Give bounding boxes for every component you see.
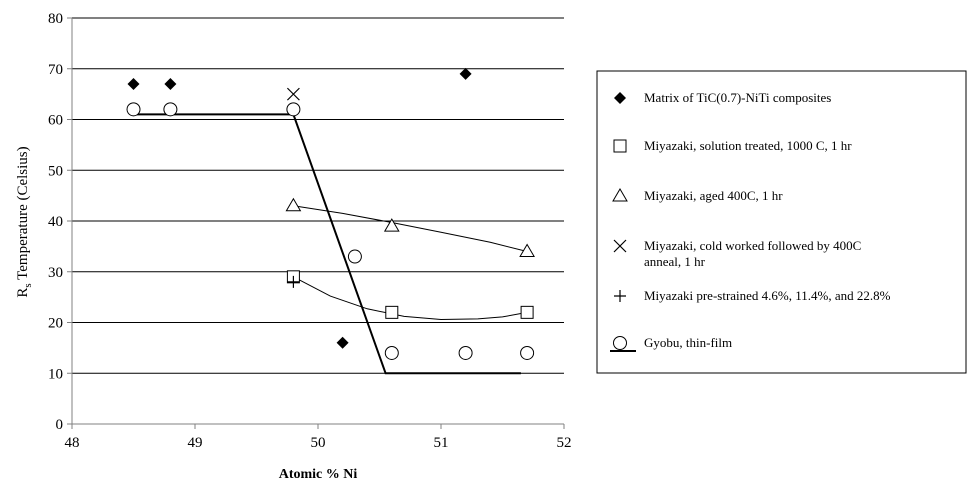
trend-lines bbox=[133, 113, 528, 375]
legend-label-line2: anneal, 1 hr bbox=[644, 254, 706, 269]
x-marker bbox=[286, 87, 300, 101]
trend-line bbox=[293, 276, 528, 321]
x-tick-label: 50 bbox=[311, 435, 326, 451]
plus-marker bbox=[287, 275, 300, 288]
x-tick-label: 49 bbox=[188, 435, 203, 451]
y-tick-label: 10 bbox=[48, 366, 63, 382]
circle-marker bbox=[126, 102, 141, 117]
legend: Matrix of TiC(0.7)-NiTi composites Miyaza… bbox=[596, 70, 967, 374]
y-tick-label: 70 bbox=[48, 62, 63, 78]
plus-marker bbox=[614, 290, 626, 302]
gridlines bbox=[72, 17, 564, 374]
square-marker bbox=[613, 139, 627, 153]
x-tick-label: 52 bbox=[557, 435, 572, 451]
y-tick-label: 20 bbox=[48, 316, 63, 332]
y-tick-label: 40 bbox=[48, 214, 63, 230]
y-tick-label: 60 bbox=[48, 113, 63, 129]
diamond-marker bbox=[614, 92, 626, 104]
x-marker bbox=[613, 239, 627, 253]
circle-marker bbox=[163, 102, 178, 117]
legend-label: Miyazaki, solution treated, 1000 C, 1 hr bbox=[644, 138, 852, 153]
legend-label: Matrix of TiC(0.7)-NiTi composites bbox=[644, 90, 831, 105]
legend-label: Miyazaki, aged 400C, 1 hr bbox=[644, 188, 783, 203]
legend-label: Miyazaki, cold worked followed by 400C bbox=[644, 238, 861, 253]
ticks: 0 10 20 30 40 50 60 70 80 48 49 50 51 52 bbox=[48, 11, 572, 451]
diamond-marker bbox=[459, 67, 472, 80]
triangle-marker bbox=[519, 243, 535, 257]
circle-marker bbox=[384, 345, 399, 360]
legend-box bbox=[596, 70, 967, 374]
y-tick-label: 50 bbox=[48, 163, 63, 179]
diamond-marker bbox=[164, 77, 177, 90]
x-axis-title: Atomic % Ni bbox=[279, 467, 358, 482]
x-tick-label: 51 bbox=[434, 435, 449, 451]
diamond-marker bbox=[336, 336, 349, 349]
circle-marker bbox=[458, 345, 473, 360]
circle-marker bbox=[520, 345, 535, 360]
legend-label: Gyobu, thin-film bbox=[644, 335, 732, 350]
gyobu-line bbox=[133, 113, 521, 375]
trend-line bbox=[293, 205, 528, 252]
y-tick-label: 30 bbox=[48, 265, 63, 281]
y-tick-label: 0 bbox=[56, 417, 64, 433]
data-markers bbox=[126, 67, 535, 360]
circle-marker bbox=[613, 336, 627, 350]
circle-marker bbox=[347, 249, 362, 264]
x-tick-label: 48 bbox=[65, 435, 80, 451]
triangle-marker bbox=[285, 197, 302, 212]
diamond-marker bbox=[127, 77, 140, 90]
y-tick-label: 80 bbox=[48, 11, 63, 27]
square-marker bbox=[520, 305, 534, 319]
triangle-marker bbox=[383, 218, 400, 232]
circle-marker bbox=[286, 102, 301, 117]
square-marker bbox=[385, 305, 399, 319]
y-axis-title: Rs Temperature (Celsius) bbox=[15, 146, 34, 297]
triangle-marker bbox=[612, 188, 628, 202]
legend-label: Miyazaki pre-strained 4.6%, 11.4%, and 2… bbox=[644, 288, 891, 303]
